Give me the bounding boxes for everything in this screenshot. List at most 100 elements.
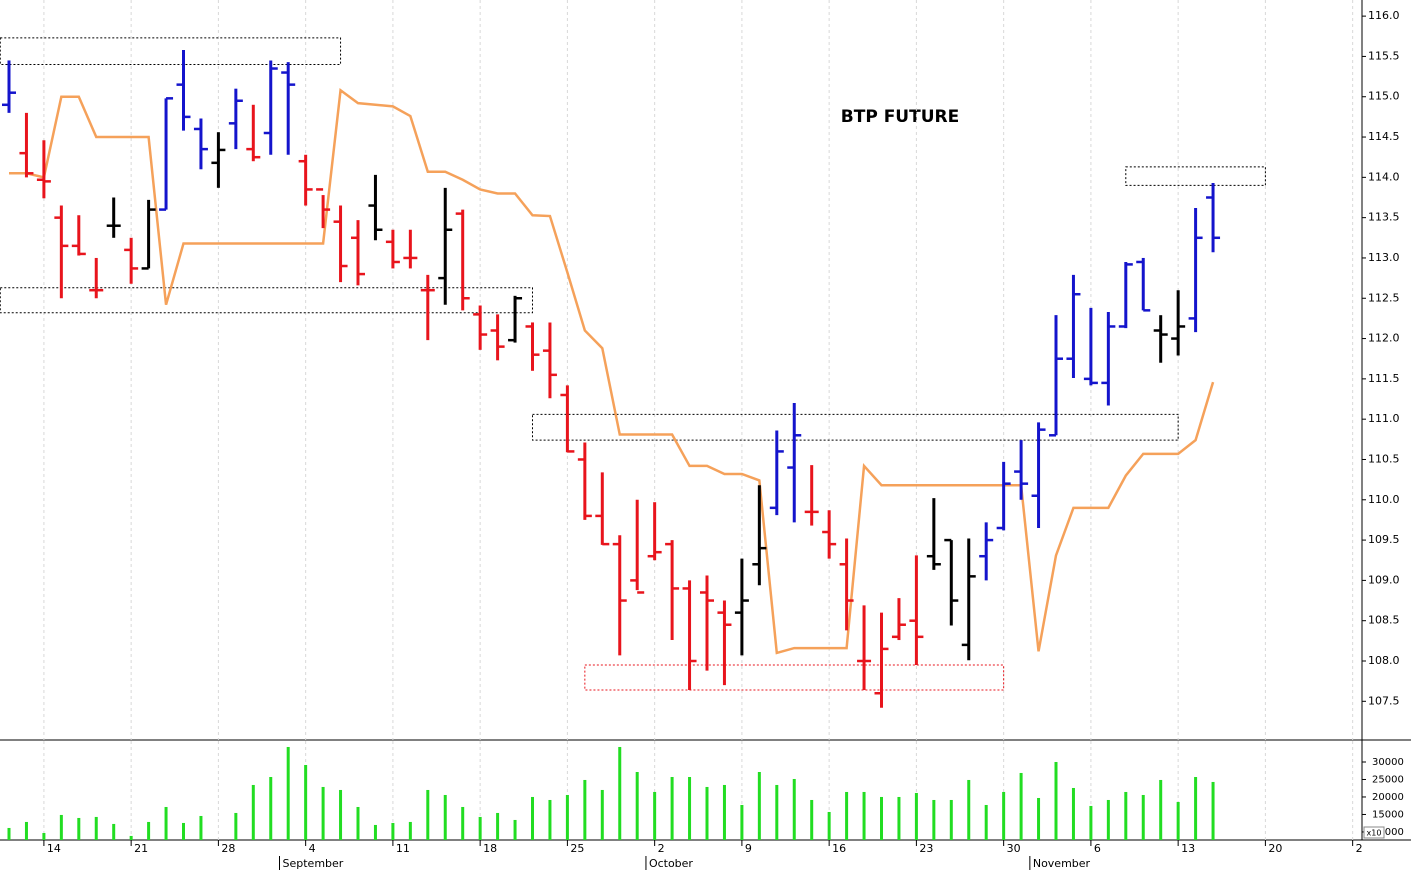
- y-tick-label: 112.0: [1368, 332, 1400, 345]
- volume-bar: [531, 796, 534, 840]
- y-tick-label: 113.0: [1368, 251, 1400, 264]
- volume-bar: [1194, 776, 1198, 840]
- volume-bar: [914, 792, 918, 840]
- volume-bar: [234, 812, 238, 840]
- x-tick-label: 2: [658, 842, 665, 855]
- month-label: October: [649, 857, 693, 870]
- volume-bar: [199, 815, 203, 840]
- volume-bar: [182, 822, 185, 840]
- overlay-line: [9, 87, 1215, 655]
- volume-bar: [496, 812, 500, 840]
- volume-bar: [1124, 791, 1128, 840]
- volume-bar: [670, 776, 674, 840]
- x-tick-label: 13: [1181, 842, 1195, 855]
- volume-bar: [147, 821, 151, 840]
- volume-bar: [1037, 797, 1041, 840]
- y2-tick-label: 10000: [1372, 827, 1404, 838]
- price-zone: [1125, 166, 1266, 186]
- y-tick-label: 115.5: [1368, 49, 1400, 62]
- volume-bar: [269, 776, 273, 840]
- volume-bar: [949, 799, 953, 840]
- volume-bar: [24, 821, 28, 840]
- volume-bar: [112, 823, 116, 840]
- x-tick-label: 14: [47, 842, 61, 855]
- x-tick-label: 18: [483, 842, 497, 855]
- y2-tick-label: 25000: [1372, 774, 1404, 785]
- volume-bar: [565, 794, 569, 840]
- volume-bar: [1089, 805, 1093, 840]
- volume-bar: [164, 806, 168, 840]
- volume-bar: [408, 821, 412, 840]
- x-tick-label: 23: [919, 842, 933, 855]
- volume-bar: [548, 799, 552, 840]
- x-tick-label: 16: [832, 842, 846, 855]
- chart-title: BTP FUTURE: [841, 107, 959, 127]
- volume-bar: [1176, 801, 1180, 840]
- y-tick-label: 110.0: [1368, 493, 1400, 506]
- volume-bar: [251, 784, 255, 840]
- y-tick-label: 110.5: [1368, 452, 1400, 465]
- unit-badge: x10: [1367, 829, 1382, 838]
- volume-bar: [967, 779, 971, 840]
- volume-bar: [426, 789, 430, 840]
- y-tick-label: 112.5: [1368, 291, 1400, 304]
- volume-bar: [810, 799, 814, 840]
- volume-bar: [129, 835, 133, 840]
- unit-badge-box: [1363, 826, 1385, 839]
- volume-bar: [304, 764, 308, 840]
- volume-bar: [705, 786, 709, 840]
- x-tick-label: 11: [396, 842, 410, 855]
- volume-bar: [897, 796, 901, 840]
- y-tick-label: 114.5: [1368, 130, 1400, 143]
- y-tick-label: 109.5: [1368, 533, 1400, 546]
- volume-bar: [583, 779, 587, 840]
- volume-bar: [845, 791, 849, 840]
- volume-bar: [286, 746, 290, 840]
- volume-bar: [461, 806, 465, 840]
- y-tick-label: 108.0: [1368, 654, 1400, 667]
- volume-bar: [653, 791, 657, 840]
- volume-bar: [1002, 791, 1006, 840]
- volume-bar: [618, 746, 622, 840]
- volume-bar: [1019, 772, 1023, 840]
- volume-bar: [775, 784, 779, 840]
- x-tick-label: 30: [1007, 842, 1021, 855]
- price-zone: [584, 664, 1005, 691]
- y-tick-label: 107.5: [1368, 694, 1400, 707]
- y-tick-label: 116.0: [1368, 9, 1400, 22]
- volume-bar: [94, 816, 98, 840]
- x-tick-label: 4: [309, 842, 316, 855]
- volume-bar: [1106, 799, 1110, 840]
- x-tick-label: 2: [1356, 842, 1363, 855]
- x-tick-label: 9: [745, 842, 752, 855]
- volume-bar: [827, 811, 831, 840]
- x-tick-label: 28: [221, 842, 235, 855]
- volume-bar: [7, 827, 11, 840]
- volume-bar: [1211, 781, 1215, 840]
- y-tick-label: 114.0: [1368, 170, 1400, 183]
- volume-bar: [688, 776, 692, 840]
- volume-bar: [722, 784, 726, 840]
- volume-bar: [932, 799, 936, 840]
- price-zone: [532, 413, 1179, 441]
- volume-bar: [42, 833, 46, 840]
- x-tick-label: 6: [1094, 842, 1101, 855]
- month-label: November: [1033, 857, 1091, 870]
- volume-bar: [757, 771, 761, 840]
- y-tick-label: 108.5: [1368, 614, 1400, 627]
- volume-bar: [77, 817, 81, 840]
- volume-bar: [1071, 787, 1075, 840]
- volume-bar: [391, 822, 395, 840]
- volume-bar: [984, 804, 988, 840]
- y-tick-label: 115.0: [1368, 90, 1400, 103]
- volume-bar: [1054, 761, 1058, 840]
- volume-bar: [339, 789, 343, 840]
- y2-tick-label: 20000: [1372, 792, 1404, 803]
- volume-bar: [600, 789, 604, 840]
- price-zone: [0, 37, 342, 65]
- volume-bar: [1159, 779, 1163, 840]
- x-tick-label: 21: [134, 842, 148, 855]
- volume-bar: [740, 804, 744, 840]
- volume-bar: [443, 794, 447, 840]
